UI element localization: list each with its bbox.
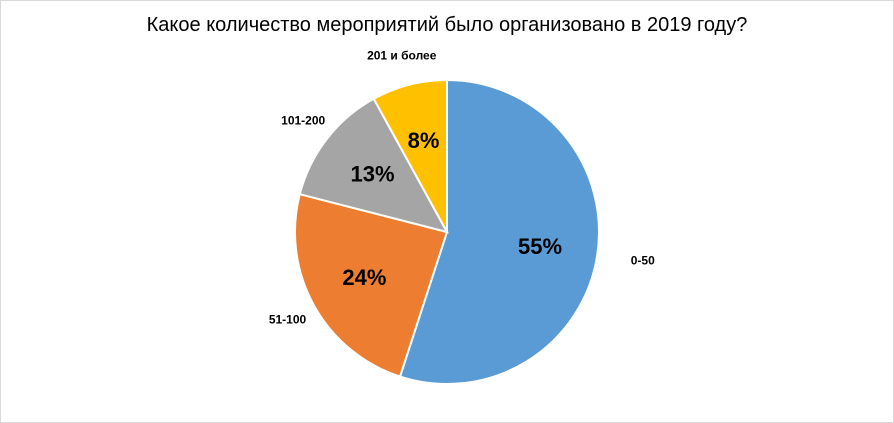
pie-slice-2: [294, 192, 449, 378]
pie-slice-3-category-label: 101-200: [281, 113, 325, 127]
pie-slice-4-value-label: 8%: [408, 128, 440, 153]
pie-slice-2-value-label: 24%: [342, 265, 386, 290]
pie-slice-4: [372, 78, 448, 233]
pie-slice-3-value-label: 13%: [351, 162, 395, 187]
chart-title: Какое количество мероприятий было органи…: [146, 14, 748, 36]
pie-slice-2-category-label: 51-100: [269, 313, 307, 327]
pie-slice-1-category-label: 0-50: [631, 253, 655, 267]
pie-slice-1-value-label: 55%: [518, 234, 562, 259]
pie-slice-3: [298, 97, 449, 234]
pie-slice-4-category-label: 201 и более: [367, 49, 437, 63]
pie-slice-1: [398, 78, 600, 385]
